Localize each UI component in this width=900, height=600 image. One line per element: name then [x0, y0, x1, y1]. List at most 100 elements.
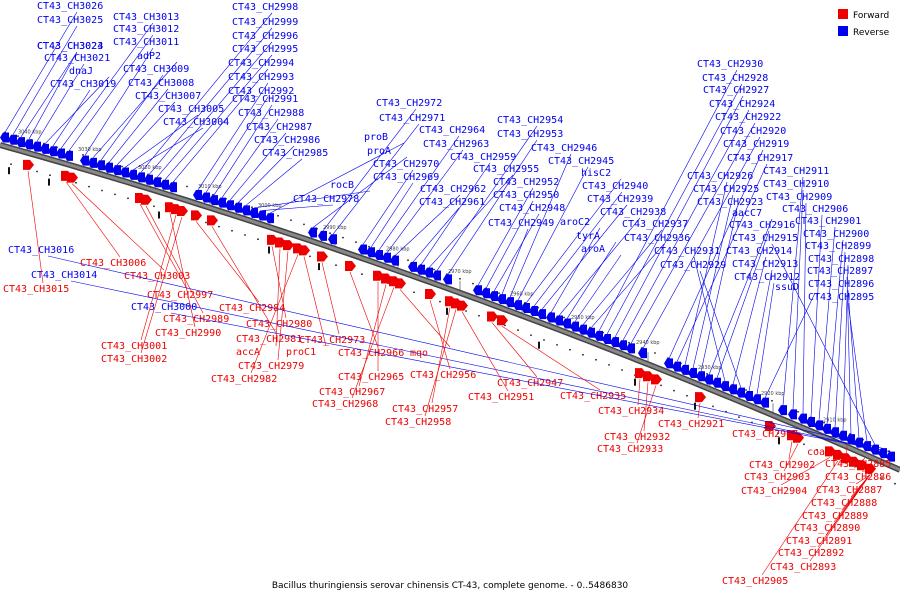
- reverse-gene-label: CT43_CH3007: [135, 91, 201, 102]
- ruler-dot: [673, 389, 675, 392]
- ruler-dot: [628, 341, 630, 344]
- ruler-dot: [88, 185, 90, 188]
- reverse-gene-arrow: [481, 288, 490, 299]
- reverse-gene-arrow: [96, 160, 105, 171]
- ruler-dot: [465, 310, 467, 312]
- legend-forward-label: Forward: [853, 11, 889, 21]
- reverse-gene-arrow: [578, 324, 587, 335]
- forward-gene-arrow: [345, 261, 356, 272]
- reverse-gene-arrow: [744, 390, 753, 401]
- ruler-dot: [771, 399, 773, 402]
- reverse-gene-label: CT43_CH2962: [420, 184, 486, 195]
- ruler-dot: [569, 348, 571, 351]
- forward-leader-line: [275, 248, 281, 347]
- forward-leader-line: [855, 474, 871, 485]
- reverse-gene-arrow: [120, 167, 129, 178]
- legend: Forward Reverse: [838, 9, 890, 38]
- reverse-leader-line: [156, 41, 273, 178]
- ruler-dot: [582, 353, 584, 356]
- reverse-leader-line: [477, 187, 534, 286]
- reverse-leader-line: [269, 142, 405, 214]
- reverse-leader-line: [245, 158, 303, 206]
- forward-gene-label: CT43_CH2956: [410, 370, 476, 381]
- reverse-gene-arrow: [505, 297, 514, 308]
- reverse-gene-arrow: [610, 337, 619, 348]
- reverse-gene-arrow: [798, 413, 807, 424]
- reverse-gene-label: proB: [364, 132, 388, 143]
- reverse-gene-label: CT43_CH2931: [654, 246, 720, 257]
- genome-backbone: [0, 142, 900, 473]
- ruler-dot: [777, 432, 779, 435]
- reverse-leader-line: [493, 213, 540, 292]
- reverse-gene-label: CT43_CH2952: [493, 177, 559, 188]
- reverse-gene-label: CT43_CH2928: [702, 73, 768, 84]
- forward-leader-line: [431, 307, 451, 404]
- ruler-dot: [433, 268, 435, 271]
- reverse-gene-label: CT43_CH2911: [763, 166, 829, 177]
- reverse-leader-line: [362, 169, 414, 245]
- reverse-leader-line: [574, 254, 622, 322]
- forward-gene-labels: CT43_CH3015 CT43_CH3006 CT43_CH3003 CT43_CH…: [3, 258, 891, 587]
- reverse-leader-line: [52, 89, 91, 147]
- reverse-leader-line: [108, 88, 169, 163]
- tick-label: 2910 kbp: [823, 418, 847, 424]
- reverse-leader-line: [197, 82, 269, 191]
- reverse-leader-line: [826, 239, 844, 425]
- forward-gene-label: CT43_CH2889: [802, 511, 868, 522]
- ruler-dot: [803, 443, 805, 446]
- gene-fragment: [158, 211, 160, 219]
- forward-gene-label: CT43_CH2902: [749, 460, 815, 471]
- gene-fragment: [318, 263, 320, 271]
- forward-gene-label: CT43_CH2904: [741, 486, 807, 497]
- reverse-gene-arrow: [489, 291, 498, 302]
- reverse-gene-arrow: [152, 177, 161, 188]
- tick-label: 2940 kbp: [636, 340, 660, 346]
- reverse-leader-line: [847, 289, 860, 438]
- reverse-leader-line: [846, 276, 852, 435]
- reverse-gene-arrow: [88, 157, 97, 168]
- reverse-leader-line: [541, 204, 628, 310]
- ruler-dot: [75, 181, 77, 184]
- reverse-gene-arrow: [136, 172, 145, 183]
- reverse-leader-line: [172, 68, 269, 183]
- forward-gene-label: CT43_CH2892: [778, 548, 844, 559]
- forward-leader-line: [349, 271, 379, 348]
- reverse-gene-label: CT43_CH2929: [660, 260, 726, 271]
- tick-label: 2920 kbp: [761, 391, 785, 397]
- forward-gene-arrow: [299, 245, 310, 256]
- reverse-gene-arrow: [308, 227, 317, 238]
- reverse-leader-line: [436, 125, 538, 271]
- forward-leader-line: [351, 287, 395, 399]
- reverse-gene-arrow: [24, 139, 33, 150]
- reverse-leader-line: [47, 255, 884, 449]
- forward-gene-label: CT43_CH2979: [238, 361, 304, 372]
- reverse-leader-line: [582, 229, 663, 326]
- forward-leader-line: [145, 205, 204, 314]
- reverse-gene-arrow: [546, 312, 555, 323]
- reverse-gene-label: CT43_CH2955: [473, 164, 539, 175]
- reverse-gene-label: CT43_CH2953: [497, 129, 563, 140]
- forward-leader-line: [271, 245, 287, 319]
- forward-leader-line: [65, 181, 121, 258]
- reverse-gene-label: ssuD: [775, 282, 799, 293]
- forward-gene-label: CT43_CH2893: [770, 562, 836, 573]
- forward-leader-line: [637, 379, 641, 406]
- ruler-dot: [17, 135, 19, 138]
- ruler-dot: [36, 170, 38, 173]
- ruler-dot: [797, 410, 799, 413]
- reverse-gene-arrow: [358, 244, 367, 255]
- reverse-leader-line: [70, 280, 892, 453]
- reverse-gene-label: CT43_CH3011: [113, 37, 179, 48]
- reverse-gene-arrow: [814, 420, 823, 431]
- reverse-gene-label: CT43_CH2924: [709, 99, 775, 110]
- reverse-leader-line: [68, 34, 154, 151]
- reverse-gene-label: CT43_CH2954: [497, 115, 563, 126]
- reverse-gene-label: aacC7: [732, 208, 762, 219]
- reverse-gene-arrow: [696, 371, 705, 382]
- reverse-gene-label: CT43_CH2927: [703, 85, 769, 96]
- reverse-gene-arrow: [209, 195, 218, 206]
- forward-gene-arrow: [695, 392, 706, 403]
- reverse-leader-line: [558, 217, 641, 316]
- reverse-gene-arrow: [128, 169, 137, 180]
- forward-leader-line: [169, 213, 196, 328]
